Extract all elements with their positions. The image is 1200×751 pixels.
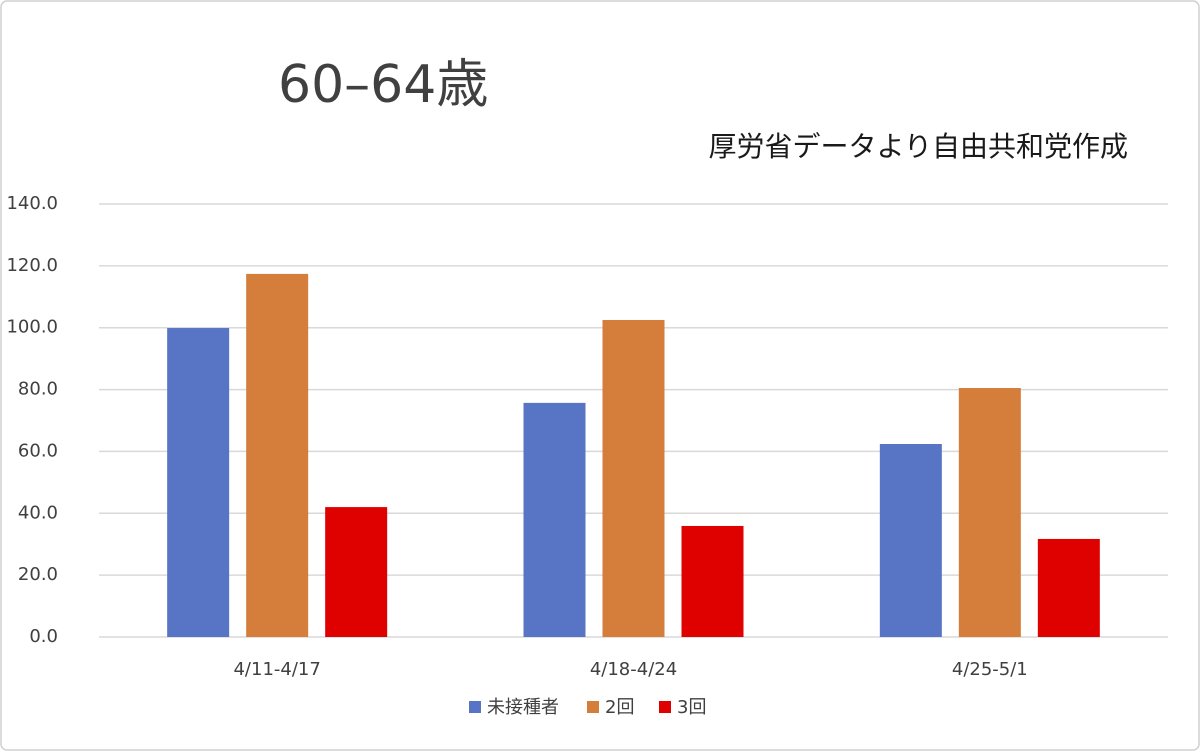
bar xyxy=(958,388,1021,637)
bar xyxy=(879,444,942,637)
x-tick-label: 4/11-4/17 xyxy=(233,659,320,680)
bar xyxy=(523,402,586,637)
bar xyxy=(325,507,388,637)
legend-label: 2回 xyxy=(605,697,634,718)
bar xyxy=(1037,538,1100,637)
x-tick-label: 4/25-5/1 xyxy=(952,659,1028,680)
y-tick-label: 20.0 xyxy=(18,564,58,585)
chart-title: 60–64歳 xyxy=(278,55,488,115)
chart-subtitle: 厚労省データより自由共和党作成 xyxy=(709,130,1128,163)
legend-label: 3回 xyxy=(677,697,706,718)
y-tick-label: 140.0 xyxy=(6,193,58,214)
legend-label: 未接種者 xyxy=(487,697,559,718)
bar xyxy=(167,328,230,637)
legend-swatch xyxy=(659,701,671,713)
y-tick-label: 40.0 xyxy=(18,502,58,523)
legend-swatch xyxy=(469,701,481,713)
x-tick-label: 4/18-4/24 xyxy=(590,659,677,680)
y-tick-label: 60.0 xyxy=(18,440,58,461)
bar xyxy=(602,319,665,637)
legend-swatch xyxy=(587,701,599,713)
bar xyxy=(681,525,744,637)
y-tick-label: 0.0 xyxy=(29,626,58,647)
y-tick-label: 80.0 xyxy=(18,379,58,400)
y-tick-label: 100.0 xyxy=(6,317,58,338)
bar xyxy=(246,273,309,637)
y-tick-label: 120.0 xyxy=(6,255,58,276)
